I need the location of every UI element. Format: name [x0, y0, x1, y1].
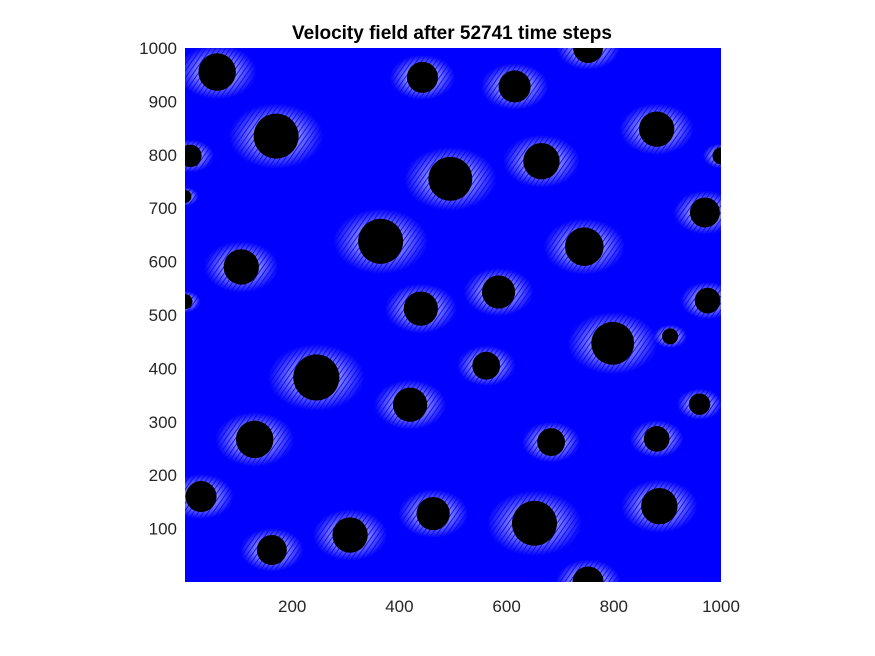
y-tick-label: 900 [149, 92, 177, 111]
y-tick-label: 600 [149, 253, 177, 272]
obstacle-3 [498, 70, 531, 103]
obstacle-32 [511, 500, 557, 546]
obstacle-2 [406, 61, 438, 93]
y-tick-label: 700 [149, 199, 177, 218]
obstacle-4 [573, 48, 604, 64]
obstacle-21 [662, 328, 679, 345]
obstacle-11 [689, 197, 720, 228]
obstacle-17 [403, 291, 438, 326]
obstacle-15 [223, 249, 259, 285]
plot-area [185, 48, 721, 582]
obstacle-18 [694, 287, 721, 314]
obstacle-12 [185, 190, 192, 203]
obstacle-25 [688, 393, 711, 415]
y-tick-label: 200 [149, 466, 177, 485]
obstacle-16 [481, 275, 516, 309]
obstacle-27 [537, 428, 566, 457]
x-tick-label: 800 [600, 597, 628, 616]
obstacle-6 [185, 144, 202, 168]
obstacle-19 [185, 294, 193, 310]
obstacle-26 [235, 420, 274, 459]
obstacle-24 [392, 387, 428, 422]
obstacle-20 [591, 321, 635, 365]
x-tick-label: 1000 [702, 597, 740, 616]
obstacle-9 [638, 111, 675, 147]
obstacle-10 [712, 147, 721, 165]
obstacle-29 [185, 481, 217, 513]
y-tick-label: 300 [149, 413, 177, 432]
y-tick-label: 800 [149, 146, 177, 165]
obstacle-22 [472, 351, 501, 380]
obstacle-1 [198, 53, 236, 91]
x-tick-label: 400 [385, 597, 413, 616]
y-tick-label: 100 [149, 520, 177, 539]
obstacle-31 [416, 497, 450, 531]
obstacle-28 [643, 426, 670, 452]
obstacle-23 [293, 354, 340, 401]
obstacle-7 [428, 156, 473, 201]
obstacle-layer [185, 48, 721, 582]
y-axis-ticks: 100 200 300 400 500 600 700 800 900 1000 [139, 39, 177, 539]
chart-title: Velocity field after 52741 time steps [292, 23, 612, 44]
obstacle-5 [253, 113, 299, 159]
y-tick-label: 1000 [139, 39, 177, 58]
x-tick-label: 600 [492, 597, 520, 616]
y-tick-label: 500 [149, 306, 177, 325]
obstacle-8 [523, 142, 560, 180]
obstacle-13 [358, 218, 404, 264]
x-tick-label: 200 [278, 597, 306, 616]
obstacle-35 [572, 566, 604, 582]
obstacle-14 [565, 227, 604, 266]
y-tick-label: 400 [149, 359, 177, 378]
obstacle-30 [641, 487, 678, 525]
obstacle-34 [256, 534, 287, 565]
obstacle-33 [332, 517, 368, 553]
x-axis-ticks: 200 400 600 800 1000 [278, 597, 740, 616]
